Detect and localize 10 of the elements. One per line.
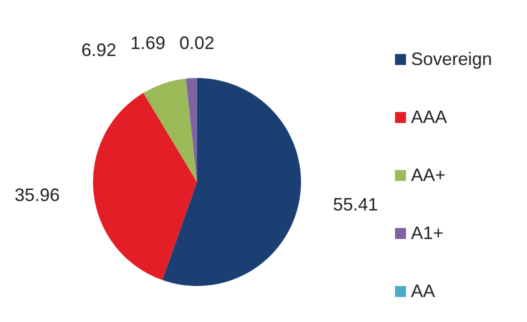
data-label: 6.92 bbox=[81, 40, 116, 60]
legend-label: AA+ bbox=[411, 164, 446, 186]
legend-label: AAA bbox=[411, 106, 448, 128]
data-label: 55.41 bbox=[333, 194, 378, 214]
legend-label: A1+ bbox=[411, 222, 444, 244]
data-label: 1.69 bbox=[130, 33, 166, 54]
legend-label: AA bbox=[411, 280, 436, 302]
data-label: 0.02 bbox=[179, 32, 214, 53]
data-label: 35.96 bbox=[14, 184, 60, 205]
legend-label: Sovereign bbox=[411, 48, 492, 70]
